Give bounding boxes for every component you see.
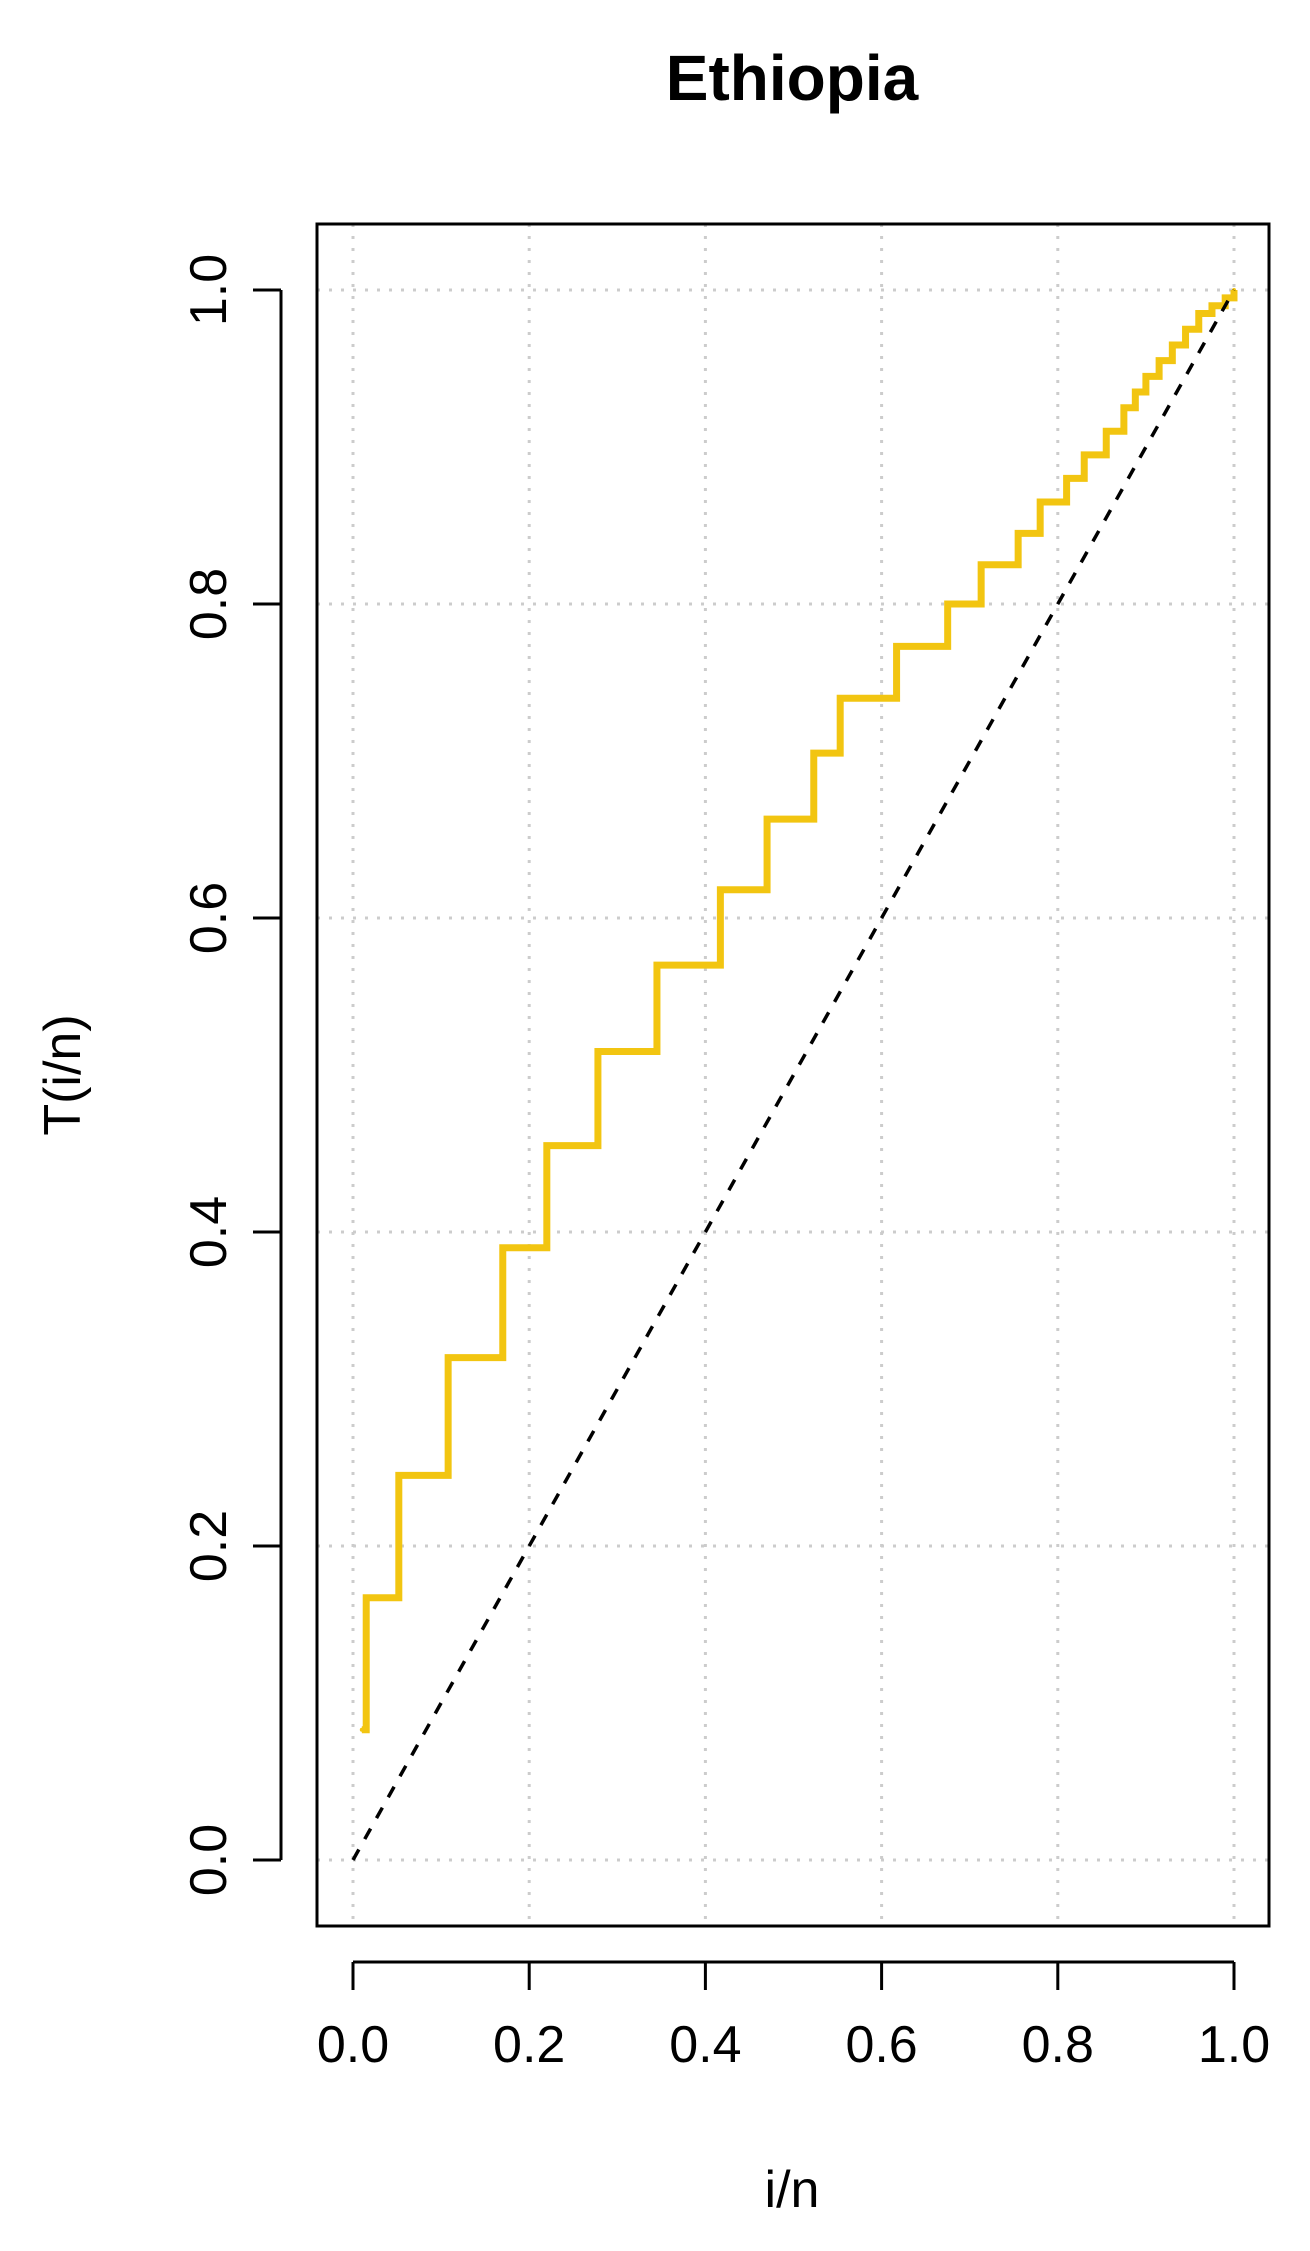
x-tick-label: 0.4	[669, 2016, 741, 2074]
curve-point	[595, 1049, 600, 1054]
curve-point	[894, 644, 899, 649]
y-axis-label: T(i/n)	[34, 1014, 92, 1135]
curve-point	[1223, 295, 1228, 300]
curve-point	[1209, 303, 1214, 308]
x-tick-label: 0.0	[317, 2016, 389, 2074]
curve-point	[654, 963, 659, 968]
curve-point	[1038, 499, 1043, 504]
curve-point	[1196, 311, 1201, 316]
curve-point	[979, 562, 984, 567]
x-tick-label: 0.6	[845, 2016, 917, 2074]
x-tick-label: 0.2	[493, 2016, 565, 2074]
curve-point	[1016, 531, 1021, 536]
x-tick-label: 0.8	[1022, 2016, 1094, 2074]
curve-point	[718, 887, 723, 892]
curve-point	[1143, 374, 1148, 379]
curve-point	[500, 1245, 505, 1250]
x-tick-label: 1.0	[1198, 2016, 1270, 2074]
curve-point	[811, 751, 816, 756]
curve-point	[1064, 476, 1069, 481]
curve-point	[1133, 390, 1138, 395]
y-tick-label: 0.4	[180, 1196, 238, 1268]
curve-point	[1082, 452, 1087, 457]
curve-point	[544, 1143, 549, 1148]
x-axis-label: i/n	[765, 2161, 820, 2219]
curve-point	[396, 1473, 401, 1478]
y-tick-label: 1.0	[180, 254, 238, 326]
x-axis: 0.0 0.2 0.4 0.6 0.8 1.0	[317, 1960, 1270, 2074]
curve-point	[1170, 342, 1175, 347]
curve-point	[1104, 429, 1109, 434]
curve-point	[359, 1727, 364, 1732]
series-layer	[351, 288, 1238, 1861]
curve-point	[446, 1355, 451, 1360]
curve-point	[1121, 405, 1126, 410]
y-tick-label: 0.8	[180, 568, 238, 640]
y-tick-label: 0.2	[180, 1510, 238, 1582]
y-tick-label: 0.6	[180, 882, 238, 954]
curve-point	[945, 602, 950, 606]
curve-line	[361, 290, 1238, 1734]
plot-frame	[315, 222, 1271, 1928]
y-axis: 0.0 0.2 0.4 0.6 0.8 1.0	[180, 254, 283, 1896]
curve-point	[1183, 327, 1188, 332]
curve-point	[838, 696, 843, 701]
y-tick-label: 0.0	[180, 1824, 238, 1896]
chart-title: Ethiopia	[666, 42, 919, 114]
curve-point	[765, 817, 770, 822]
grid	[317, 224, 1269, 1926]
curve-point	[364, 1595, 369, 1600]
equality-line	[351, 289, 1236, 1861]
curve-point	[1157, 358, 1162, 363]
